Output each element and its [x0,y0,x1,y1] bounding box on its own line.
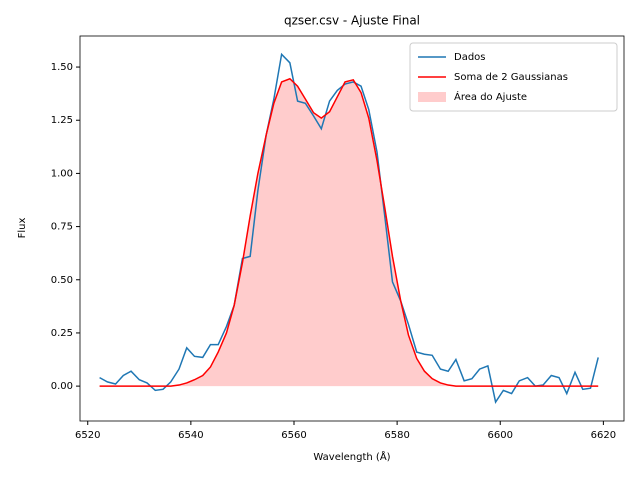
y-tick-label: 1.00 [51,168,73,179]
x-tick-label: 6520 [75,430,100,441]
chart-title: qzser.csv - Ajuste Final [284,14,420,28]
legend-swatch [418,92,446,102]
y-tick-label: 0.00 [51,381,73,392]
y-tick-label: 0.50 [51,275,73,286]
x-tick-label: 6560 [281,430,306,441]
fit-area [99,78,599,387]
legend-label: Soma de 2 Gaussianas [454,72,568,83]
y-axis-label: Flux [17,218,28,239]
y-tick-label: 0.25 [51,328,73,339]
x-tick-label: 6540 [178,430,203,441]
y-tick-label: 0.75 [51,222,73,233]
x-tick-label: 6600 [488,430,513,441]
plot-frame [79,35,625,422]
y-tick-label: 1.50 [51,62,73,73]
series-line [99,52,599,404]
legend-label: Área do Ajuste [454,90,527,103]
legend-label: Dados [454,52,486,63]
series-line [99,77,599,387]
legend-box [409,42,618,112]
y-tick-label: 1.25 [51,115,73,126]
x-tick-label: 6580 [384,430,409,441]
x-axis-label: Wavelength (Å) [313,450,390,463]
x-tick-label: 6620 [591,430,616,441]
